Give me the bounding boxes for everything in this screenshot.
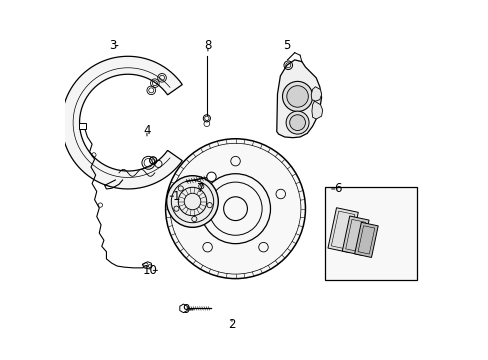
- Text: 2: 2: [228, 318, 235, 331]
- Text: 10: 10: [143, 264, 158, 277]
- Text: 8: 8: [204, 39, 211, 52]
- Circle shape: [282, 81, 312, 112]
- Polygon shape: [61, 56, 182, 189]
- Text: 7: 7: [197, 183, 204, 195]
- Polygon shape: [180, 304, 187, 313]
- Circle shape: [166, 176, 218, 227]
- Polygon shape: [142, 262, 152, 269]
- Circle shape: [206, 172, 216, 181]
- Polygon shape: [310, 87, 321, 101]
- Polygon shape: [354, 222, 377, 257]
- Circle shape: [286, 86, 308, 107]
- Polygon shape: [79, 123, 86, 129]
- Circle shape: [165, 139, 305, 279]
- Text: 5: 5: [283, 39, 290, 52]
- Circle shape: [285, 111, 308, 134]
- Polygon shape: [276, 60, 321, 138]
- Text: 6: 6: [333, 183, 341, 195]
- Polygon shape: [311, 101, 322, 119]
- Text: 1: 1: [172, 190, 180, 203]
- Circle shape: [289, 115, 305, 131]
- Polygon shape: [342, 216, 368, 255]
- Text: 4: 4: [143, 124, 150, 137]
- Polygon shape: [327, 208, 358, 253]
- Text: 9: 9: [183, 303, 190, 316]
- Text: 3: 3: [109, 39, 116, 52]
- Bar: [325, 187, 416, 280]
